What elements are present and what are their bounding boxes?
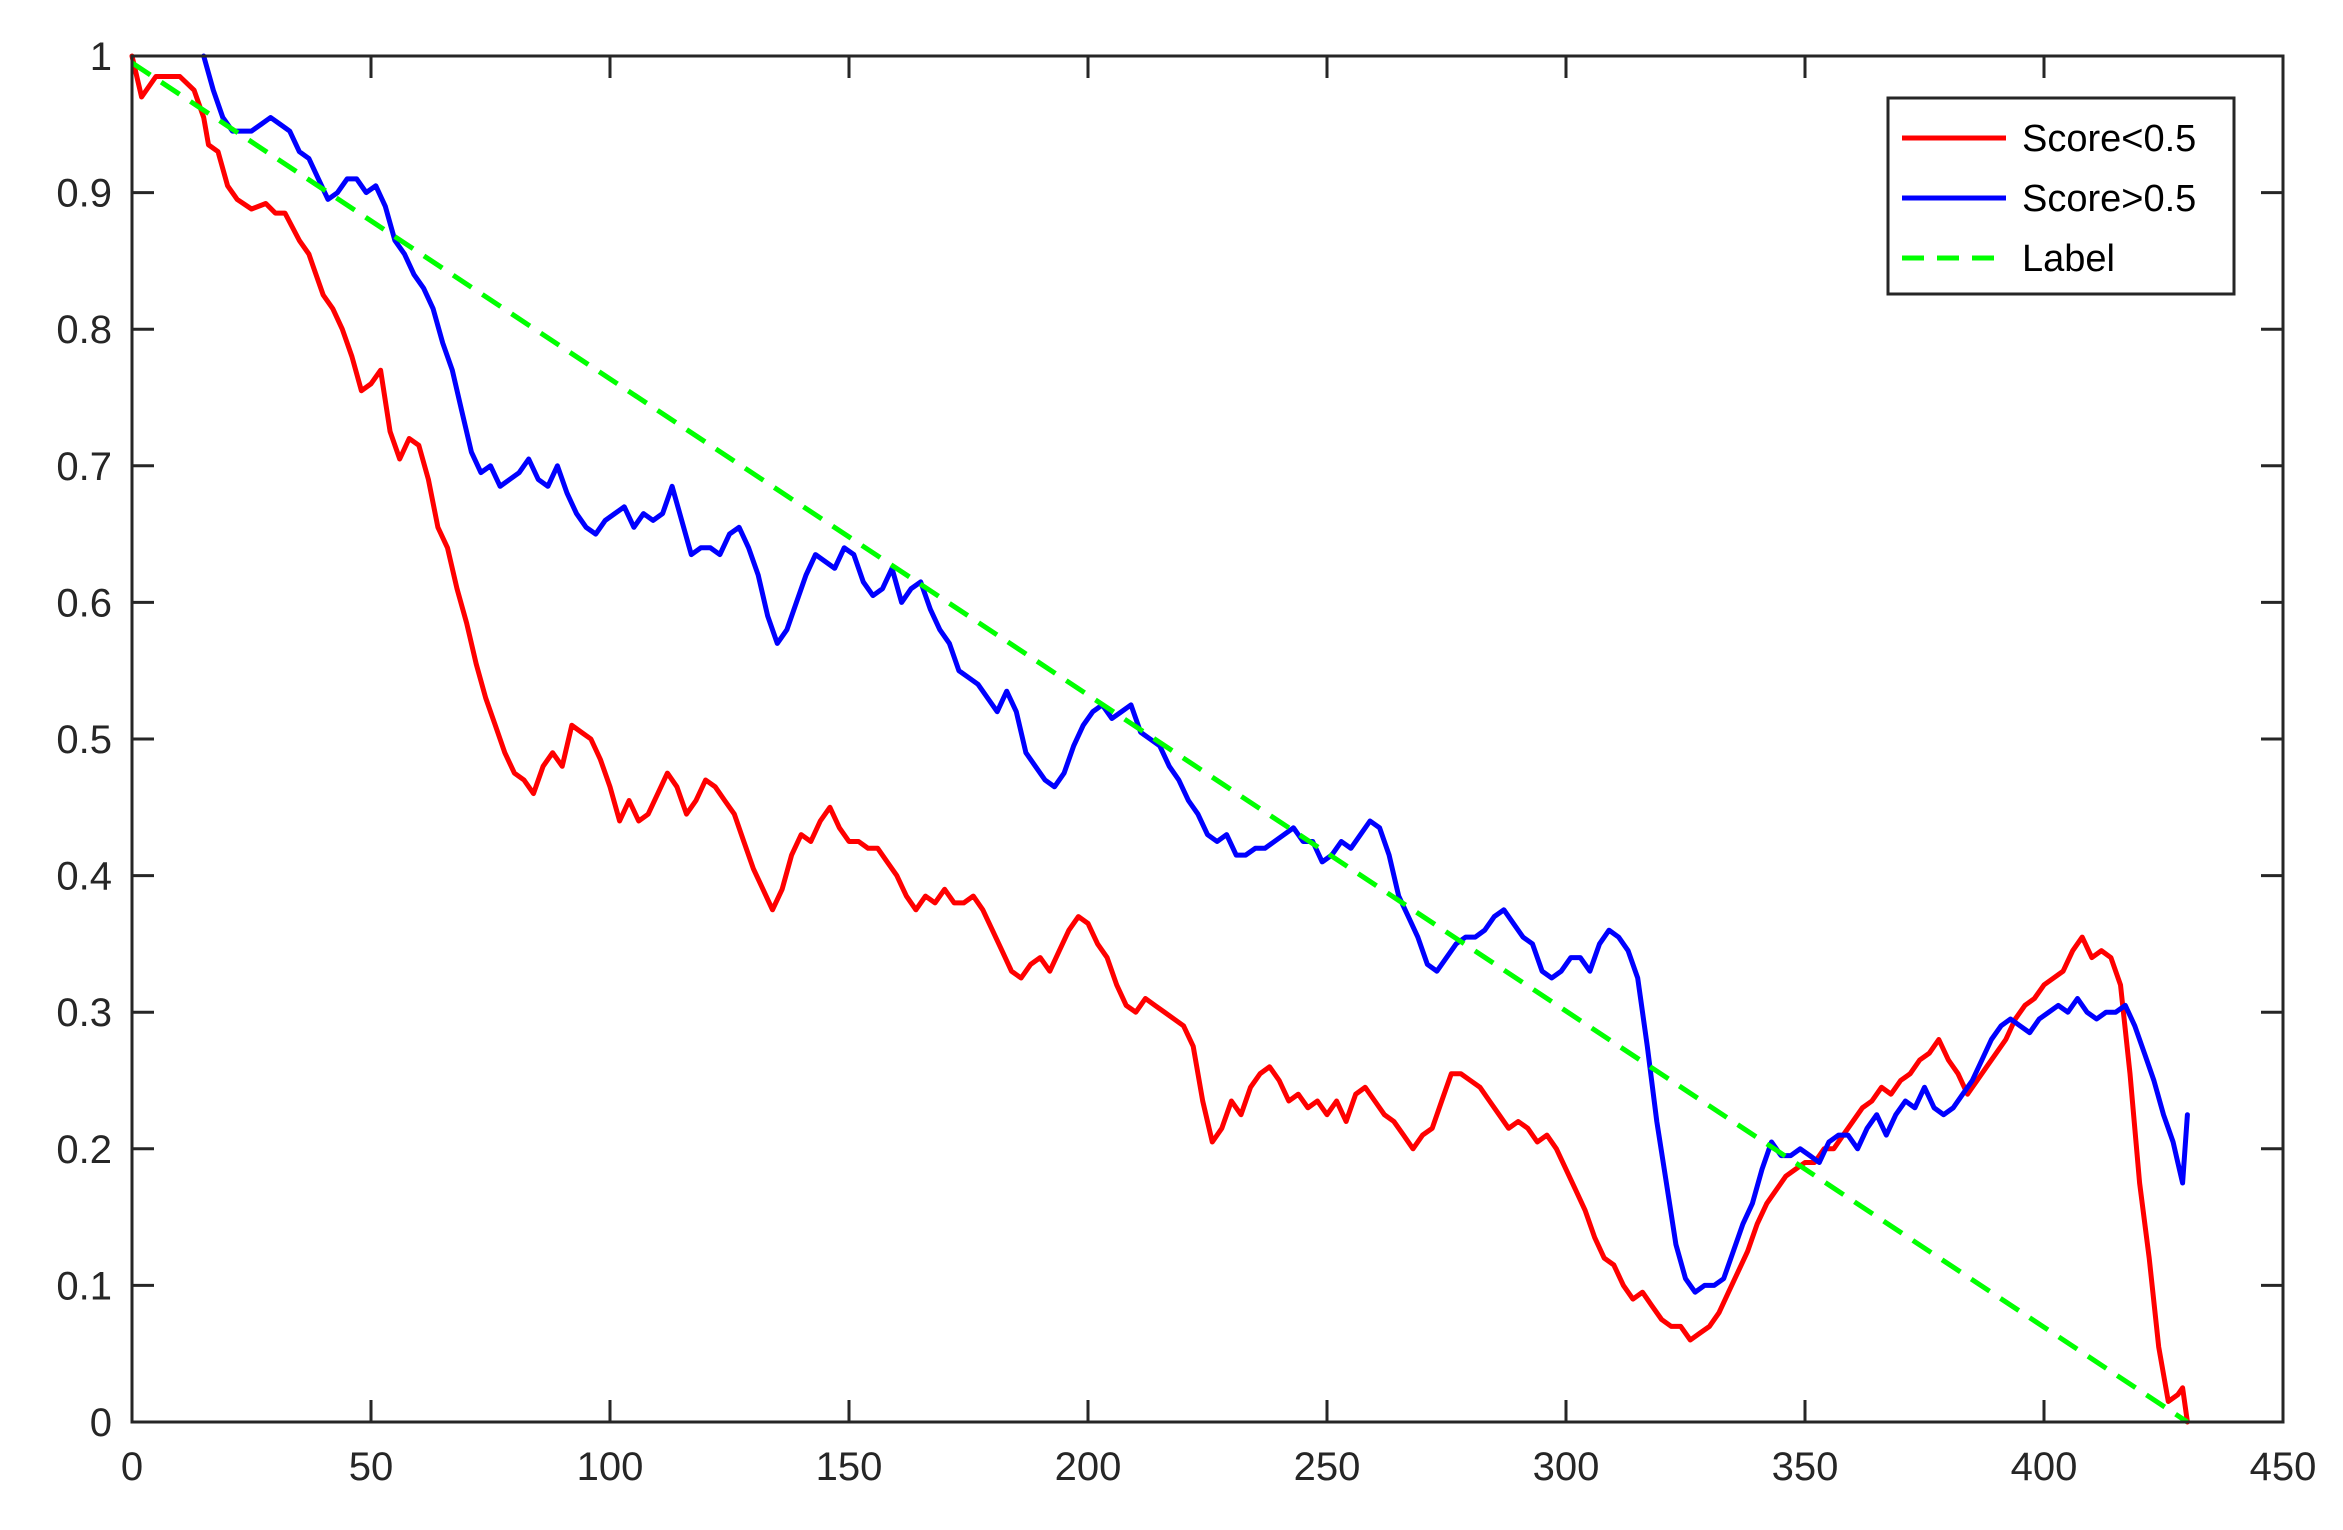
x-tick-label: 0 [121,1445,143,1489]
x-tick-label: 350 [1772,1445,1839,1489]
x-tick-label: 250 [1294,1445,1361,1489]
x-tick-label: 300 [1533,1445,1600,1489]
x-tick-label: 50 [349,1445,394,1489]
x-tick-label: 400 [2011,1445,2078,1489]
x-tick-label: 200 [1055,1445,1122,1489]
y-tick-label: 1 [90,35,112,79]
series-line-2 [201,53,2190,1295]
series-line-3 [130,60,2189,1425]
y-tick-label: 0 [90,1401,112,1445]
y-tick-label: 0.6 [56,581,112,625]
legend-label-3: Label [2022,238,2115,280]
legend-label-2: Score>0.5 [2022,178,2196,220]
y-tick-label: 0.4 [56,855,112,899]
series-line-1 [129,53,2190,1425]
axes-layer: 0 50 100 150 200 250 300 350 400 450 0 0.1 0.2 0.3 0.4… [56,35,2316,1489]
x-tick-label: 100 [577,1445,644,1489]
legend: Score<0.5 Score>0.5 Label [1886,96,2236,296]
y-tick-label: 0.8 [56,308,112,352]
y-tick-label: 0.2 [56,1128,112,1172]
y-tick-label: 0.5 [56,718,112,762]
y-tick-label: 0.3 [56,991,112,1035]
series-layer [129,53,2190,1425]
legend-label-1: Score<0.5 [2022,118,2196,160]
y-tick-label: 0.1 [56,1264,112,1308]
x-tick-label: 450 [2250,1445,2317,1489]
y-tick-label: 0.7 [56,445,112,489]
x-tick-label: 150 [816,1445,883,1489]
y-tick-label: 0.9 [56,172,112,216]
